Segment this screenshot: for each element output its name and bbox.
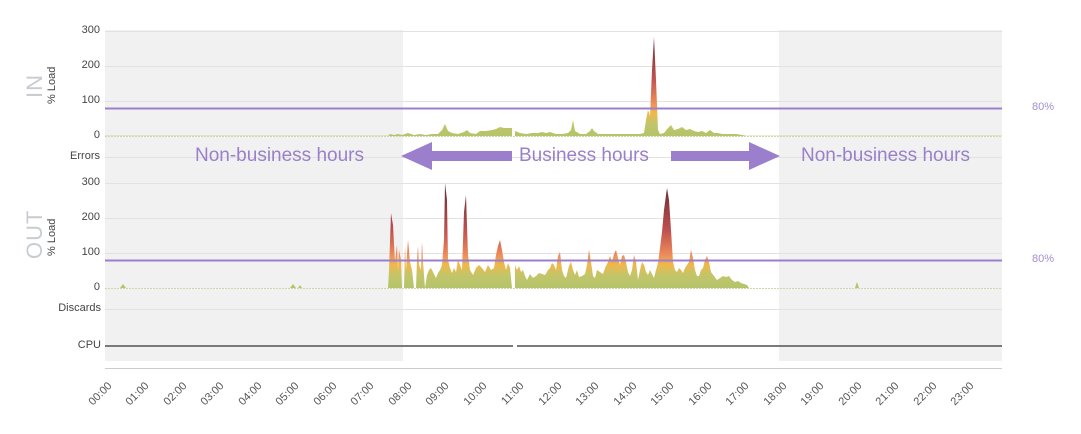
out-ytick-0: 0 <box>93 281 100 293</box>
annotation-nonbusiness-right: Non-business hours <box>801 145 970 166</box>
out-gridlines <box>105 183 1002 310</box>
errors-label: Errors <box>70 150 100 162</box>
in-threshold-label: 80% <box>1032 101 1055 113</box>
out-area-series <box>388 183 749 288</box>
in-ylabel: % Load <box>46 66 58 104</box>
out-ylabel: % Load <box>46 218 58 256</box>
out-ytick-200: 200 <box>81 211 100 223</box>
out-section-title: OUT <box>22 209 47 259</box>
in-area-offhours <box>105 135 1002 136</box>
in-section-title: IN <box>22 74 47 98</box>
nonbusiness-region-left <box>105 30 403 361</box>
in-area-series <box>388 37 748 136</box>
annotation-nonbusiness-left: Non-business hours <box>195 145 364 166</box>
in-ytick-300: 300 <box>81 24 100 36</box>
in-ytick-100: 100 <box>81 94 100 106</box>
out-ytick-300: 300 <box>81 176 100 188</box>
in-gridlines <box>105 31 1002 158</box>
in-ytick-0: 0 <box>93 129 100 141</box>
discards-label: Discards <box>58 302 101 314</box>
in-ytick-200: 200 <box>81 59 100 71</box>
out-ytick-100: 100 <box>81 246 100 258</box>
out-threshold-label: 80% <box>1032 253 1055 265</box>
nonbusiness-region-right <box>779 30 1002 361</box>
cpu-label: CPU <box>77 339 101 351</box>
arrow-left-icon <box>401 142 512 170</box>
annotation-business: Business hours <box>519 145 649 166</box>
arrow-right-icon <box>671 142 780 170</box>
